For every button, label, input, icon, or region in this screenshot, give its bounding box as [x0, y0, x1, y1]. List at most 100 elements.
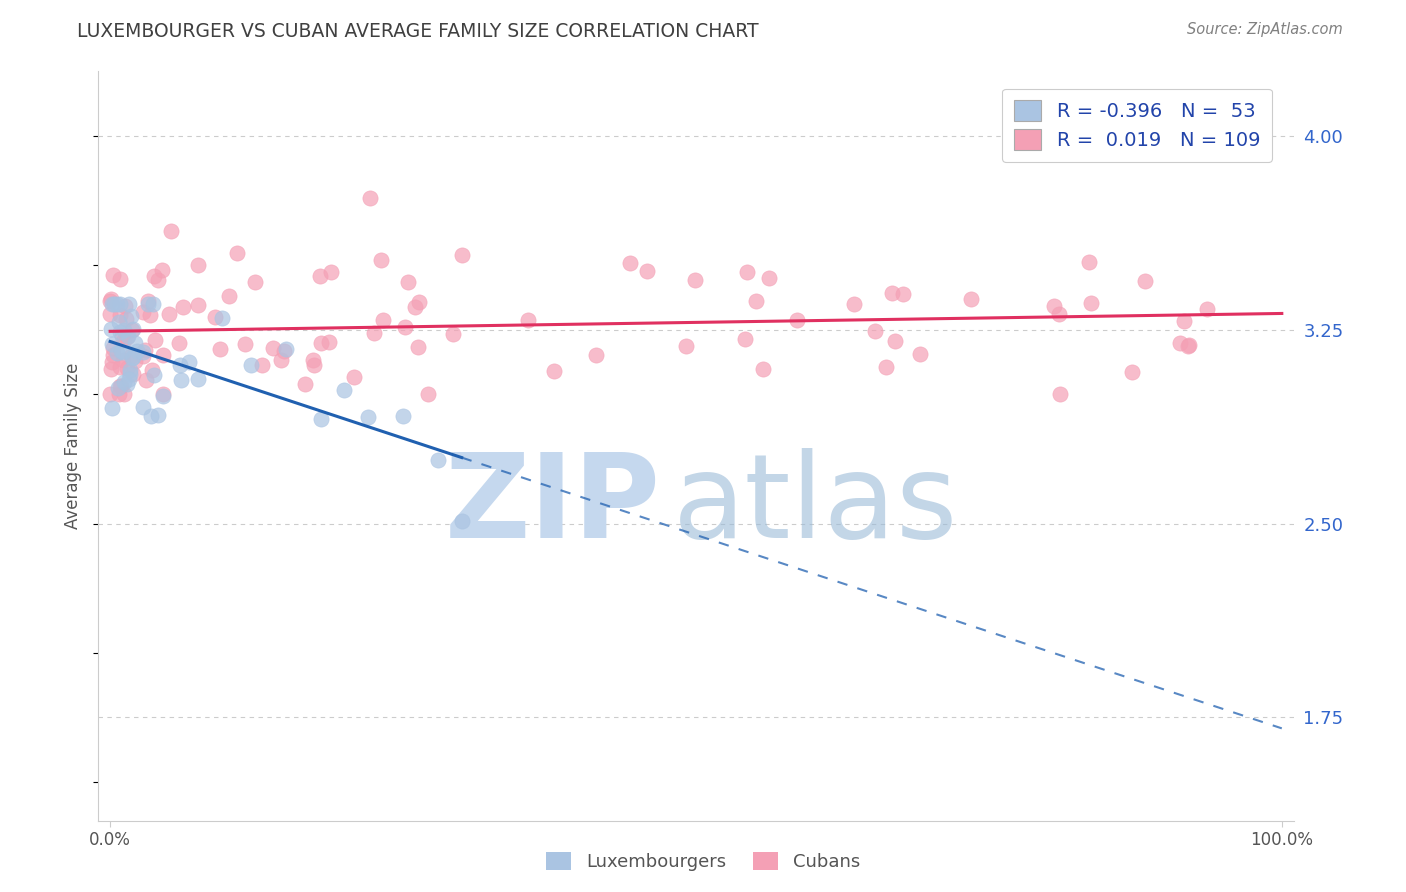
Point	[250, 358, 273, 372]
Point	[169, 373, 191, 387]
Point	[450, 248, 472, 262]
Point	[167, 336, 190, 351]
Point	[373, 312, 395, 326]
Point	[863, 324, 886, 338]
Point	[1043, 299, 1066, 313]
Point	[908, 347, 931, 361]
Point	[108, 272, 131, 286]
Point	[124, 335, 146, 350]
Point	[1049, 387, 1071, 401]
Point	[758, 271, 780, 285]
Point	[273, 344, 295, 359]
Point	[308, 269, 330, 284]
Point	[100, 322, 122, 336]
Point	[204, 310, 226, 325]
Text: LUXEMBOURGER VS CUBAN AVERAGE FAMILY SIZE CORRELATION CHART: LUXEMBOURGER VS CUBAN AVERAGE FAMILY SIZ…	[77, 22, 759, 41]
Point	[394, 320, 416, 334]
Point	[110, 379, 132, 393]
Point	[744, 293, 766, 308]
Point	[404, 301, 426, 315]
Point	[117, 328, 139, 343]
Point	[148, 272, 170, 286]
Point	[143, 333, 166, 347]
Point	[450, 514, 472, 528]
Point	[270, 353, 292, 368]
Point	[114, 299, 136, 313]
Point	[516, 313, 538, 327]
Point	[225, 245, 247, 260]
Point	[120, 310, 142, 324]
Point	[134, 343, 156, 357]
Point	[675, 339, 697, 353]
Point	[311, 335, 333, 350]
Point	[893, 287, 915, 301]
Point	[239, 358, 262, 372]
Point	[103, 297, 125, 311]
Point	[110, 343, 132, 358]
Point	[105, 345, 128, 359]
Point	[786, 313, 808, 327]
Point	[1177, 338, 1199, 352]
Point	[101, 297, 124, 311]
Point	[875, 360, 897, 375]
Point	[187, 258, 209, 272]
Point	[100, 307, 122, 321]
Point	[160, 224, 183, 238]
Point	[101, 268, 124, 283]
Point	[105, 297, 128, 311]
Point	[363, 326, 385, 341]
Point	[120, 349, 142, 363]
Point	[111, 353, 134, 368]
Point	[132, 349, 155, 363]
Point	[108, 308, 131, 322]
Point	[112, 345, 135, 359]
Point	[146, 408, 169, 422]
Point	[357, 410, 380, 425]
Point	[142, 268, 165, 283]
Point	[136, 297, 159, 311]
Point	[309, 412, 332, 426]
Point	[107, 381, 129, 395]
Point	[585, 348, 607, 362]
Point	[1197, 302, 1219, 317]
Point	[441, 326, 464, 341]
Text: atlas: atlas	[673, 449, 957, 564]
Point	[262, 341, 284, 355]
Point	[108, 315, 131, 329]
Point	[143, 368, 166, 383]
Point	[152, 389, 174, 403]
Point	[101, 348, 124, 362]
Point	[427, 452, 450, 467]
Point	[115, 360, 138, 375]
Point	[110, 328, 132, 343]
Legend: R = -0.396   N =  53, R =  0.019   N = 109: R = -0.396 N = 53, R = 0.019 N = 109	[1002, 88, 1272, 162]
Point	[112, 376, 135, 390]
Point	[114, 312, 136, 326]
Point	[302, 358, 325, 372]
Point	[1080, 296, 1102, 310]
Point	[152, 348, 174, 362]
Point	[333, 383, 356, 397]
Point	[406, 340, 429, 354]
Point	[959, 292, 981, 306]
Point	[100, 292, 122, 306]
Point	[142, 297, 165, 311]
Point	[118, 368, 141, 382]
Point	[108, 359, 131, 374]
Point	[218, 288, 240, 302]
Point	[139, 308, 162, 322]
Point	[319, 265, 342, 279]
Point	[122, 368, 145, 382]
Point	[124, 354, 146, 368]
Point	[136, 294, 159, 309]
Point	[101, 355, 124, 369]
Point	[735, 265, 758, 279]
Point	[177, 355, 200, 369]
Point	[243, 275, 266, 289]
Point	[408, 295, 430, 310]
Point	[157, 307, 180, 321]
Point	[108, 325, 131, 339]
Point	[416, 387, 439, 401]
Point	[112, 322, 135, 336]
Point	[235, 337, 257, 351]
